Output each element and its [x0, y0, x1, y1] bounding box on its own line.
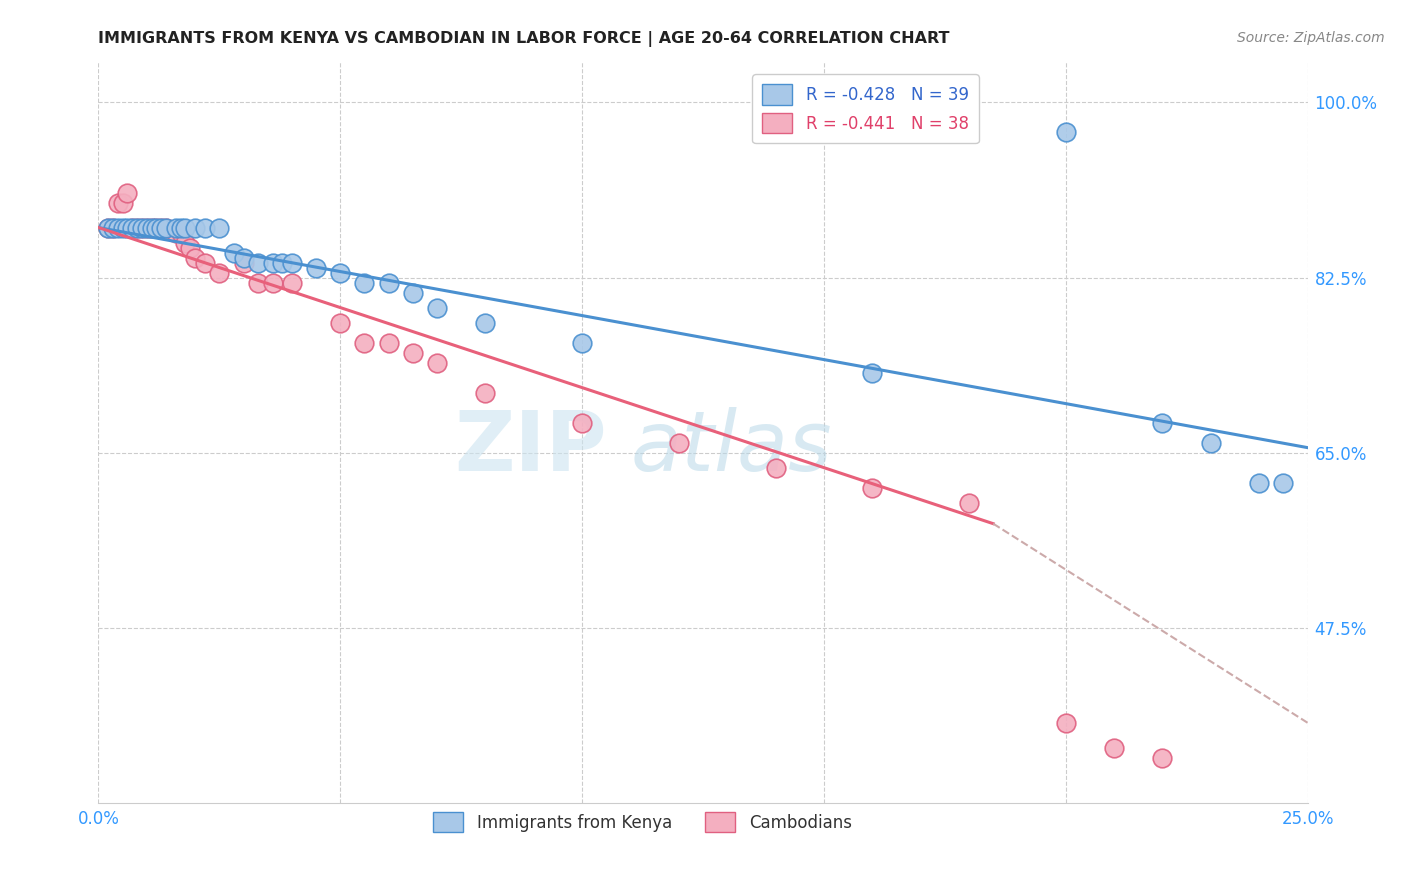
- Point: [402, 285, 425, 300]
- Point: [377, 335, 399, 350]
- Point: [668, 435, 690, 450]
- Point: [1152, 416, 1174, 430]
- Point: [571, 416, 593, 430]
- Legend: Immigrants from Kenya, Cambodians: Immigrants from Kenya, Cambodians: [427, 805, 858, 838]
- Text: ZIP: ZIP: [454, 407, 606, 488]
- Point: [305, 260, 328, 275]
- Point: [127, 220, 149, 235]
- Point: [1102, 740, 1125, 755]
- Point: [860, 366, 883, 380]
- Text: Source: ZipAtlas.com: Source: ZipAtlas.com: [1237, 31, 1385, 45]
- Point: [121, 220, 143, 235]
- Point: [107, 195, 129, 210]
- Point: [155, 220, 177, 235]
- Point: [1054, 715, 1077, 730]
- Point: [426, 301, 449, 315]
- Point: [117, 220, 139, 235]
- Point: [165, 220, 187, 235]
- Point: [1199, 435, 1222, 450]
- Point: [155, 220, 177, 235]
- Point: [107, 220, 129, 235]
- Point: [247, 276, 270, 290]
- Point: [141, 220, 163, 235]
- Point: [145, 220, 167, 235]
- Point: [271, 255, 294, 269]
- Point: [169, 226, 191, 240]
- Point: [1152, 751, 1174, 765]
- Point: [208, 220, 231, 235]
- Point: [194, 220, 217, 235]
- Point: [165, 226, 187, 240]
- Point: [281, 276, 304, 290]
- Point: [1272, 475, 1295, 490]
- Point: [222, 245, 245, 260]
- Point: [353, 276, 375, 290]
- Point: [111, 220, 134, 235]
- Point: [174, 220, 197, 235]
- Point: [121, 220, 143, 235]
- Point: [765, 460, 787, 475]
- Point: [127, 220, 149, 235]
- Point: [402, 345, 425, 359]
- Point: [101, 220, 124, 235]
- Point: [97, 220, 120, 235]
- Point: [329, 266, 352, 280]
- Point: [860, 481, 883, 495]
- Point: [208, 266, 231, 280]
- Point: [329, 316, 352, 330]
- Point: [117, 186, 139, 200]
- Point: [426, 355, 449, 369]
- Point: [97, 220, 120, 235]
- Point: [957, 496, 980, 510]
- Point: [262, 276, 284, 290]
- Text: IMMIGRANTS FROM KENYA VS CAMBODIAN IN LABOR FORCE | AGE 20-64 CORRELATION CHART: IMMIGRANTS FROM KENYA VS CAMBODIAN IN LA…: [98, 31, 950, 47]
- Point: [194, 255, 217, 269]
- Point: [184, 220, 207, 235]
- Point: [135, 220, 157, 235]
- Point: [377, 276, 399, 290]
- Point: [353, 335, 375, 350]
- Point: [131, 220, 153, 235]
- Point: [141, 220, 163, 235]
- Point: [232, 251, 254, 265]
- Point: [131, 220, 153, 235]
- Point: [474, 385, 496, 400]
- Point: [169, 220, 191, 235]
- Point: [1249, 475, 1271, 490]
- Point: [262, 255, 284, 269]
- Point: [111, 195, 134, 210]
- Point: [571, 335, 593, 350]
- Point: [281, 255, 304, 269]
- Point: [474, 316, 496, 330]
- Point: [184, 251, 207, 265]
- Point: [101, 220, 124, 235]
- Point: [150, 220, 173, 235]
- Point: [145, 220, 167, 235]
- Point: [174, 235, 197, 250]
- Point: [150, 220, 173, 235]
- Point: [247, 255, 270, 269]
- Point: [232, 255, 254, 269]
- Text: atlas: atlas: [630, 407, 832, 488]
- Point: [135, 220, 157, 235]
- Point: [1054, 126, 1077, 140]
- Point: [179, 240, 201, 255]
